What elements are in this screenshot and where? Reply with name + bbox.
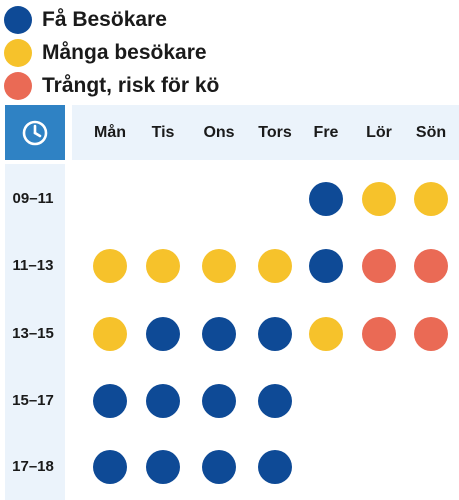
heatmap-dot-few	[93, 384, 127, 418]
heatmap-dot-few	[258, 317, 292, 351]
heatmap-dot-many	[146, 249, 180, 283]
heatmap-dot-few	[202, 384, 236, 418]
heatmap-dot-many	[258, 249, 292, 283]
day-label: Tors	[258, 124, 292, 141]
legend-dot-few	[4, 6, 32, 34]
heatmap-dot-few	[146, 450, 180, 484]
day-label: Ons	[203, 124, 235, 141]
heatmap-dot-many	[414, 182, 448, 216]
heatmap-dot-many	[202, 249, 236, 283]
legend-dot-many	[4, 39, 32, 67]
day-label: Fre	[313, 124, 339, 141]
legend-label-few: Få Besökare	[42, 8, 167, 31]
heatmap-dot-few	[146, 384, 180, 418]
heatmap-dot-many	[309, 317, 343, 351]
time-label: 17–18	[12, 458, 54, 475]
legend-label-many: Många besökare	[42, 41, 207, 64]
heatmap-dot-few	[146, 317, 180, 351]
heatmap-dot-many	[93, 317, 127, 351]
legend-label-crowded: Trångt, risk för kö	[42, 74, 220, 97]
time-label: 15–17	[12, 392, 54, 409]
heatmap-dot-crowded	[362, 249, 396, 283]
heatmap-dot-few	[258, 450, 292, 484]
clock-header-cell	[5, 105, 65, 160]
heatmap-dot-few	[202, 450, 236, 484]
heatmap-dot-few	[202, 317, 236, 351]
heatmap-dot-many	[93, 249, 127, 283]
clock-icon	[22, 120, 48, 145]
day-label: Sön	[415, 124, 447, 141]
time-label: 11–13	[12, 257, 54, 274]
day-label: Lör	[366, 124, 392, 141]
heatmap-dot-many	[362, 182, 396, 216]
heatmap-dot-few	[258, 384, 292, 418]
heatmap-dot-crowded	[414, 317, 448, 351]
time-column-band	[5, 164, 65, 500]
time-label: 09–11	[12, 190, 54, 207]
heatmap-dot-few	[93, 450, 127, 484]
legend-dot-crowded	[4, 72, 32, 100]
legend-item-many: Många besökare	[4, 37, 304, 69]
heatmap-dot-few	[309, 182, 343, 216]
heatmap-dot-few	[309, 249, 343, 283]
heatmap-dot-crowded	[414, 249, 448, 283]
day-label: Tis	[151, 124, 175, 141]
legend-item-crowded: Trångt, risk för kö	[4, 70, 304, 102]
legend-item-few: Få Besökare	[4, 4, 304, 36]
day-header-band	[72, 105, 459, 160]
day-label: Mån	[94, 124, 126, 141]
heatmap-dot-crowded	[362, 317, 396, 351]
time-label: 13–15	[12, 325, 54, 342]
